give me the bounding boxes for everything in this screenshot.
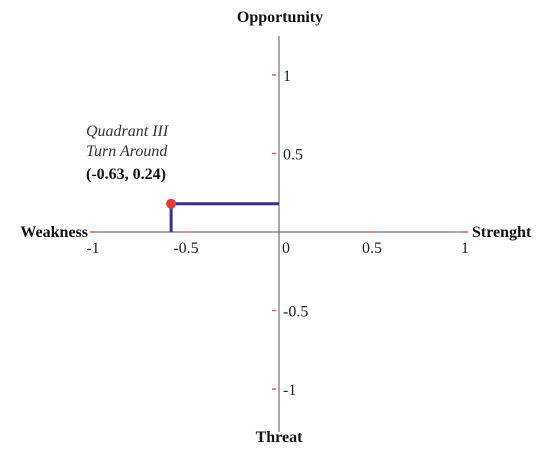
annotation-quadrant-strategy: Turn Around [86, 143, 168, 160]
annotation-coordinates: (-0.63, 0.24) [86, 166, 166, 183]
y-tick-label: -1 [283, 382, 296, 399]
data-point [166, 198, 177, 209]
point-guide-lines [169, 202, 279, 232]
y-tick-label: 0.5 [283, 147, 303, 164]
x-tick-label: 0.5 [362, 240, 382, 257]
data-points [166, 198, 177, 209]
y-tick-label: -0.5 [283, 304, 308, 321]
x-tick-label: 1 [461, 240, 469, 257]
axis-label-top: Opportunity [237, 9, 323, 26]
point-guides [169, 202, 279, 232]
x-tick-label: 0 [282, 240, 290, 257]
ticks: -1 -0.5 0 0.5 1 1 0.5 -0.5 -1 [86, 68, 469, 399]
axis-label-left: Weakness [20, 224, 88, 241]
axis-label-bottom: Threat [256, 429, 303, 446]
x-tick-label: -1 [86, 240, 99, 257]
annotation-quadrant-name: Quadrant III [86, 123, 169, 140]
axes [92, 36, 466, 432]
x-tick-label: -0.5 [173, 240, 198, 257]
y-tick-label: 1 [283, 68, 291, 85]
axis-label-right: Strenght [472, 224, 532, 241]
